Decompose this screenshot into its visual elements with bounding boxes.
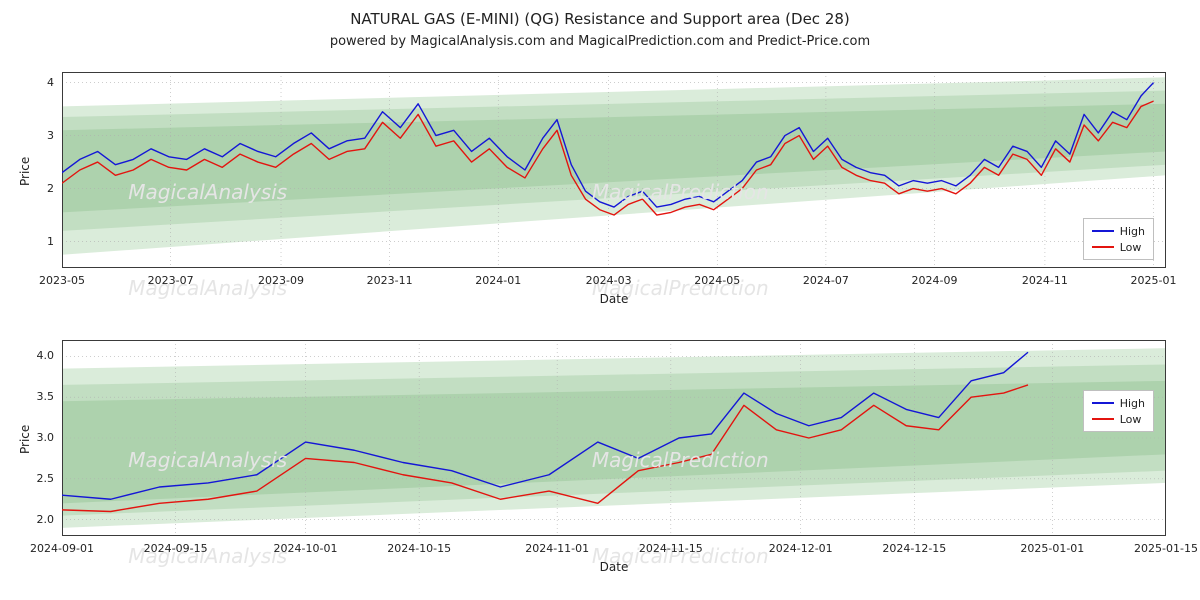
y-tick-label: 4: [24, 76, 54, 89]
x-tick-label: 2024-09: [912, 274, 958, 287]
x-tick-label: 2024-09-01: [30, 542, 94, 555]
y-tick-label: 2.0: [24, 513, 54, 526]
x-tick-label: 2024-03: [586, 274, 632, 287]
legend-label-low: Low: [1120, 241, 1142, 254]
chart-top: MagicalAnalysisMagicalPredictionMagicalA…: [62, 72, 1166, 268]
y-tick-label: 1: [24, 235, 54, 248]
x-tick-label: 2024-11: [1022, 274, 1068, 287]
y-axis-label: Price: [18, 157, 32, 186]
x-tick-label: 2024-07: [803, 274, 849, 287]
chart-svg: [62, 340, 1166, 536]
chart-subtitle: powered by MagicalAnalysis.com and Magic…: [0, 34, 1200, 49]
x-tick-label: 2024-09-15: [144, 542, 208, 555]
x-tick-label: 2023-11: [367, 274, 413, 287]
y-tick-label: 3: [24, 129, 54, 142]
y-tick-label: 2.5: [24, 472, 54, 485]
x-tick-label: 2023-05: [39, 274, 85, 287]
legend-item-high: High: [1092, 223, 1145, 239]
x-axis-label: Date: [62, 560, 1166, 574]
y-tick-label: 3.5: [24, 390, 54, 403]
legend-label-high: High: [1120, 397, 1145, 410]
legend-item-low: Low: [1092, 239, 1145, 255]
y-tick-label: 4.0: [24, 349, 54, 362]
x-tick-label: 2024-12-15: [882, 542, 946, 555]
legend-swatch-high: [1092, 402, 1114, 404]
x-tick-label: 2025-01: [1131, 274, 1177, 287]
chart-svg: [62, 72, 1166, 268]
chart-title: NATURAL GAS (E-MINI) (QG) Resistance and…: [0, 10, 1200, 28]
legend-swatch-high: [1092, 230, 1114, 232]
x-tick-label: 2025-01-15: [1134, 542, 1198, 555]
x-tick-label: 2024-05: [694, 274, 740, 287]
page: { "title": "NATURAL GAS (E-MINI) (QG) Re…: [0, 0, 1200, 600]
x-tick-label: 2024-11-01: [525, 542, 589, 555]
y-axis-label: Price: [18, 425, 32, 454]
chart-bottom: MagicalAnalysisMagicalPredictionMagicalA…: [62, 340, 1166, 536]
x-tick-label: 2024-12-01: [769, 542, 833, 555]
legend-label-high: High: [1120, 225, 1145, 238]
x-tick-label: 2024-01: [475, 274, 521, 287]
legend-label-low: Low: [1120, 413, 1142, 426]
x-tick-label: 2023-07: [148, 274, 194, 287]
legend-swatch-low: [1092, 246, 1114, 248]
x-tick-label: 2025-01-01: [1020, 542, 1084, 555]
x-tick-label: 2023-09: [258, 274, 304, 287]
x-tick-label: 2024-10-01: [274, 542, 338, 555]
legend: High Low: [1083, 218, 1154, 260]
legend-item-high: High: [1092, 395, 1145, 411]
legend-swatch-low: [1092, 418, 1114, 420]
legend: High Low: [1083, 390, 1154, 432]
legend-item-low: Low: [1092, 411, 1145, 427]
x-tick-label: 2024-10-15: [387, 542, 451, 555]
x-tick-label: 2024-11-15: [639, 542, 703, 555]
x-axis-label: Date: [62, 292, 1166, 306]
